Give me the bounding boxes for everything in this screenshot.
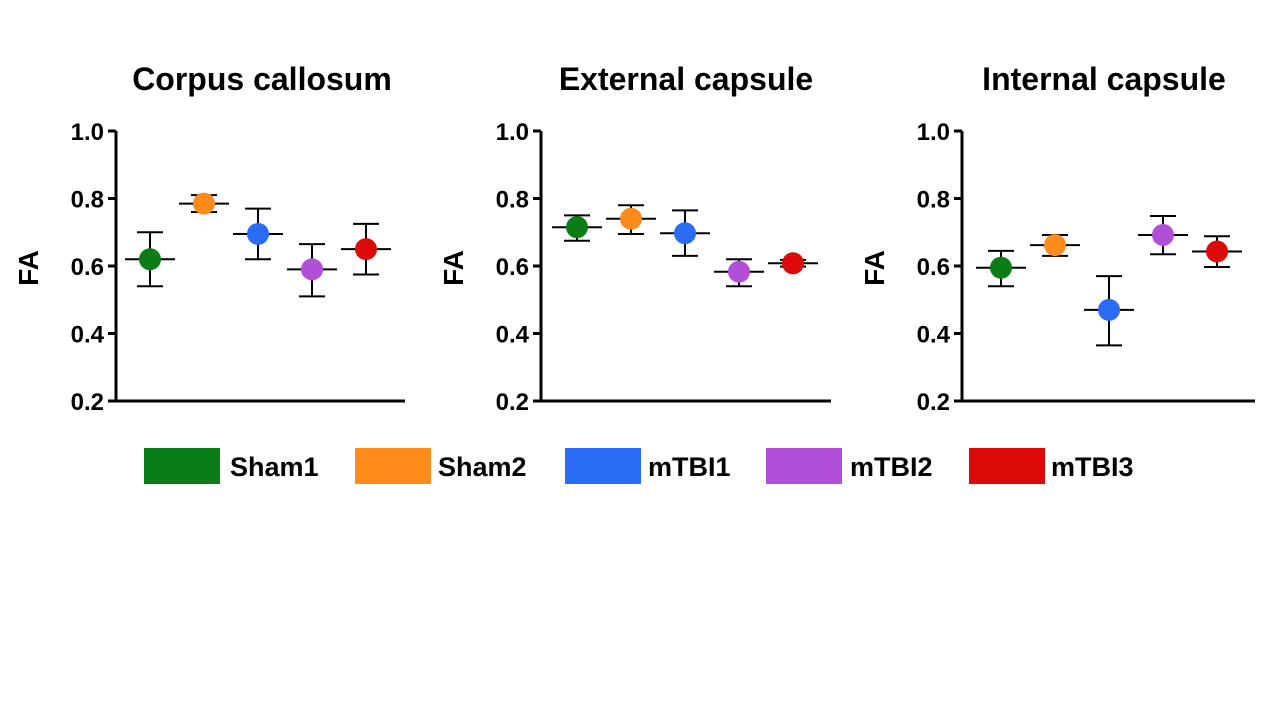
data-point-sham1 [552, 214, 602, 242]
mean-dot [728, 260, 750, 283]
mean-dot [139, 248, 161, 271]
mean-dot [1044, 234, 1066, 257]
legend-label: Sham2 [438, 452, 527, 482]
legend-swatch [355, 448, 431, 484]
y-tick-label: 0.8 [917, 187, 950, 214]
data-point-mtbi1 [660, 209, 710, 257]
data-point-mtbi2 [287, 243, 337, 298]
mean-dot [247, 222, 269, 245]
mean-dot [301, 258, 323, 281]
mean-dot [566, 216, 588, 239]
y-axis-label: FA [859, 250, 890, 286]
data-point-sham2 [1030, 233, 1080, 257]
data-point-sham2 [179, 192, 229, 215]
y-tick-label: 0.2 [917, 389, 950, 416]
data-point-mtbi3 [1192, 235, 1242, 269]
y-tick-label: 0.8 [71, 187, 104, 214]
mean-dot [193, 192, 215, 215]
y-tick-label: 0.6 [71, 254, 104, 281]
y-tick-label: 0.6 [917, 254, 950, 281]
y-tick-label: 1.0 [71, 119, 104, 146]
mean-dot [782, 252, 804, 275]
data-point-mtbi1 [233, 207, 283, 261]
y-tick-label: 0.2 [496, 389, 529, 416]
y-tick-label: 0.6 [496, 254, 529, 281]
y-tick-label: 0.4 [496, 322, 530, 349]
y-tick-label: 0.8 [496, 187, 529, 214]
legend: Sham1 Sham2 mTBI1 mTBI2 mTBI3 [144, 448, 1134, 484]
mean-dot [1098, 298, 1120, 321]
y-tick-label: 1.0 [496, 119, 529, 146]
legend-item-mtbi1: mTBI1 [565, 448, 731, 484]
mean-dot [1206, 240, 1228, 263]
mean-dot [620, 207, 642, 230]
data-point-sham1 [125, 231, 175, 288]
data-point-mtbi3 [341, 222, 391, 276]
chart-panel-2: External capsule FA 0.2 0.4 0.6 0.8 1.0 [438, 61, 831, 416]
chart-panel-3: Internal capsule FA 0.2 0.4 0.6 0.8 1.0 [859, 61, 1255, 416]
data-point-mtbi2 [714, 258, 764, 288]
chart-title: Internal capsule [982, 61, 1226, 97]
chart-title: External capsule [559, 61, 813, 97]
legend-item-sham1: Sham1 [144, 448, 319, 484]
y-axis-label: FA [438, 250, 469, 286]
legend-swatch [144, 448, 220, 484]
chart-panel-1: Corpus callosum FA 0.2 0.4 0.6 0.8 1.0 [13, 61, 405, 416]
y-tick-label: 1.0 [917, 119, 950, 146]
data-point-sham2 [606, 204, 656, 235]
legend-label: Sham1 [230, 452, 319, 482]
data-point-sham1 [976, 249, 1026, 288]
legend-swatch [766, 448, 842, 484]
mean-dot [674, 222, 696, 245]
legend-swatch [565, 448, 641, 484]
legend-item-mtbi2: mTBI2 [766, 448, 933, 484]
legend-item-mtbi3: mTBI3 [969, 448, 1134, 484]
y-tick-label: 0.4 [71, 322, 105, 349]
legend-label: mTBI1 [648, 452, 731, 482]
chart-title: Corpus callosum [132, 61, 392, 97]
y-tick-label: 0.4 [917, 322, 951, 349]
data-point-mtbi1 [1084, 275, 1134, 347]
legend-swatch [969, 448, 1045, 484]
y-axis-label: FA [13, 250, 44, 286]
legend-label: mTBI3 [1051, 452, 1134, 482]
y-tick-label: 0.2 [71, 389, 104, 416]
mean-dot [990, 256, 1012, 279]
mean-dot [355, 238, 377, 261]
data-point-mtbi2 [1138, 215, 1188, 256]
legend-item-sham2: Sham2 [355, 448, 527, 484]
data-point-mtbi3 [768, 252, 818, 275]
legend-label: mTBI2 [850, 452, 933, 482]
mean-dot [1152, 223, 1174, 246]
